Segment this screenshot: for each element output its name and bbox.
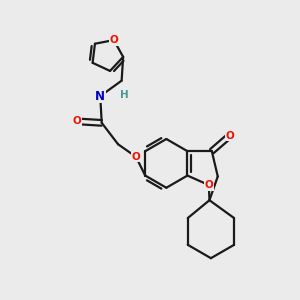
Text: O: O	[110, 35, 118, 45]
Text: H: H	[120, 90, 128, 100]
Text: O: O	[73, 116, 82, 126]
Text: O: O	[225, 131, 234, 141]
Text: O: O	[205, 180, 213, 190]
Text: O: O	[131, 152, 140, 162]
Text: N: N	[95, 90, 105, 103]
